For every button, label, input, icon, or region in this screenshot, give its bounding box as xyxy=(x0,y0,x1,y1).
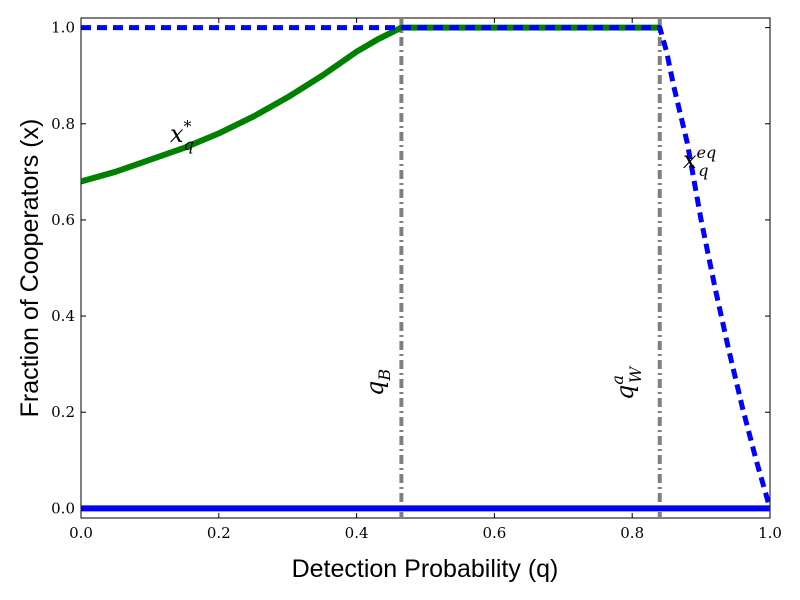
y-axis-title: Fraction of Cooperators (x) xyxy=(16,119,44,418)
y-tick-label-4: 0.8 xyxy=(51,115,75,133)
green-curve xyxy=(81,24,660,185)
blue-curve-label: xeq q xyxy=(683,143,716,180)
x-tick-label-5: 1.0 xyxy=(758,524,782,542)
vline-qw-label: qaW xyxy=(608,365,645,400)
x-tick-label-0: 0.0 xyxy=(69,524,93,542)
y-tick-label-0: 0.0 xyxy=(51,499,75,517)
vline-qb-label: qB xyxy=(361,369,394,396)
x-tick-label-1: 0.2 xyxy=(207,524,231,542)
green-curve-label: x* q xyxy=(170,117,194,154)
blue-dashed-curve xyxy=(81,25,770,510)
x-tick-label-2: 0.4 xyxy=(345,524,369,542)
y-tick-label-3: 0.6 xyxy=(51,211,75,229)
y-tick-label-5: 1.0 xyxy=(51,19,75,37)
y-tick-label-2: 0.4 xyxy=(51,307,75,325)
y-tick-label-1: 0.2 xyxy=(51,403,75,421)
x-axis-title: Detection Probability (q) xyxy=(292,555,559,583)
tick-labels: 0.0 0.2 0.4 0.6 0.8 1.0 0.0 0.2 0.4 0.6 0.8 1.0 xyxy=(51,19,782,542)
x-tick-label-3: 0.6 xyxy=(482,524,506,542)
plot-area xyxy=(80,17,771,519)
x-tick-label-4: 0.8 xyxy=(620,524,644,542)
series-layer xyxy=(81,18,770,518)
